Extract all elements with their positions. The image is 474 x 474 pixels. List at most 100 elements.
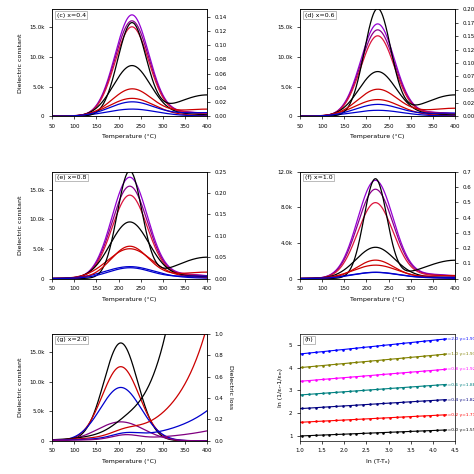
Point (312, 390, 319, 398)
Point (332, 361, 340, 368)
Point (406, 354, 414, 361)
Point (299, 432, 306, 440)
Point (312, 362, 319, 370)
Text: x=0.0 γ=1.59: x=0.0 γ=1.59 (445, 428, 474, 432)
Point (373, 371, 380, 379)
Point (400, 399, 407, 406)
Text: x=0.4 γ=1.82: x=0.4 γ=1.82 (445, 398, 474, 401)
Point (413, 398, 421, 405)
Point (386, 370, 394, 378)
Text: (c) x=0.4: (c) x=0.4 (57, 13, 86, 18)
Point (326, 417, 333, 425)
Point (332, 389, 340, 396)
Point (366, 343, 374, 351)
Point (393, 428, 401, 436)
Y-axis label: ln (1/εᵣ-1/εₘ): ln (1/εᵣ-1/εₘ) (278, 368, 283, 407)
Point (332, 431, 340, 438)
Point (312, 348, 319, 356)
Point (359, 401, 367, 409)
Point (346, 359, 353, 367)
Point (380, 400, 387, 407)
Text: x=0.2 γ=1.71: x=0.2 γ=1.71 (445, 413, 474, 417)
Point (326, 389, 333, 397)
Point (319, 390, 326, 397)
Point (406, 339, 414, 346)
Point (359, 415, 367, 423)
Point (380, 356, 387, 364)
Point (326, 361, 333, 369)
Point (400, 369, 407, 376)
Point (393, 399, 401, 406)
Point (359, 429, 367, 437)
Point (386, 428, 394, 436)
Point (427, 412, 434, 419)
Y-axis label: Dielectric constant: Dielectric constant (18, 33, 23, 92)
Point (433, 411, 441, 419)
Point (427, 382, 434, 389)
Point (440, 350, 448, 358)
Point (406, 368, 414, 376)
Point (427, 352, 434, 359)
Point (339, 374, 346, 382)
Point (393, 413, 401, 421)
Point (305, 349, 313, 357)
Point (413, 353, 421, 361)
Point (339, 402, 346, 410)
Point (346, 374, 353, 381)
X-axis label: Temperature (°C): Temperature (°C) (350, 297, 405, 302)
Point (413, 428, 421, 435)
Point (366, 372, 374, 379)
Text: (f) x=1.0: (f) x=1.0 (305, 175, 332, 180)
Point (373, 342, 380, 350)
Text: x=2.0 γ=1.91: x=2.0 γ=1.91 (445, 337, 474, 341)
Point (400, 428, 407, 436)
Text: x=0.8 γ=1.92: x=0.8 γ=1.92 (445, 367, 474, 371)
Point (427, 427, 434, 434)
Point (332, 402, 340, 410)
Point (332, 346, 340, 354)
Point (305, 404, 313, 412)
Point (420, 397, 428, 405)
Point (433, 396, 441, 404)
Point (386, 399, 394, 407)
Text: x=0.6 γ=1.88: x=0.6 γ=1.88 (445, 383, 474, 386)
Point (346, 345, 353, 353)
Point (319, 431, 326, 439)
Point (433, 427, 441, 434)
X-axis label: Temperature (°C): Temperature (°C) (102, 459, 157, 464)
Point (373, 415, 380, 422)
Point (366, 415, 374, 422)
Point (305, 377, 313, 384)
Point (400, 384, 407, 392)
Point (393, 370, 401, 377)
X-axis label: Temperature (°C): Temperature (°C) (350, 135, 405, 139)
Point (326, 375, 333, 383)
Point (312, 418, 319, 425)
Point (400, 354, 407, 362)
Point (433, 351, 441, 359)
Point (305, 418, 313, 426)
Text: (e) x=0.8: (e) x=0.8 (57, 175, 86, 180)
Point (373, 386, 380, 393)
Point (339, 388, 346, 396)
Point (380, 342, 387, 349)
Text: x=1.0 γ=1.93: x=1.0 γ=1.93 (445, 352, 474, 356)
Point (346, 416, 353, 424)
Point (413, 338, 421, 346)
Point (359, 344, 367, 351)
Point (366, 401, 374, 408)
Point (332, 417, 340, 424)
Point (312, 431, 319, 439)
X-axis label: ln (T-Tₒ): ln (T-Tₒ) (365, 459, 390, 464)
Text: (d) x=0.6: (d) x=0.6 (305, 13, 334, 18)
Point (413, 412, 421, 420)
Point (380, 414, 387, 422)
Point (440, 365, 448, 373)
Point (433, 366, 441, 374)
X-axis label: Temperature (°C): Temperature (°C) (102, 297, 157, 302)
Point (440, 396, 448, 403)
Point (373, 429, 380, 437)
Point (420, 337, 428, 345)
Point (353, 416, 360, 423)
Point (359, 387, 367, 394)
